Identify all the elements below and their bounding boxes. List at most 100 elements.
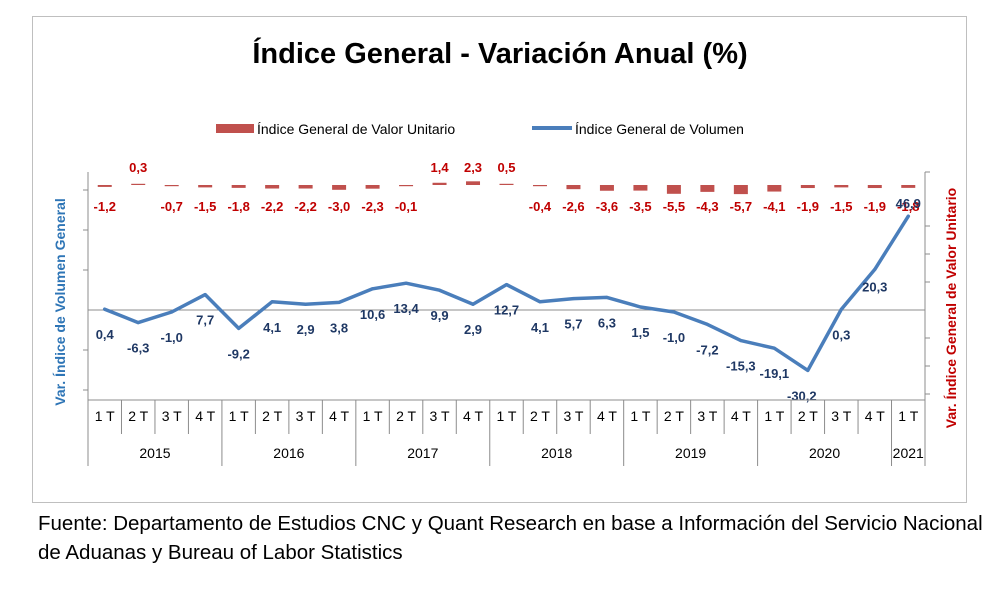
valor-unitario-labels: -1,2 0,3 -0,7 -1,5 -1,8 -2,2 -2,2 -3,0 -2,3 -0,1 1… bbox=[94, 160, 920, 214]
bar-data-label: -2,6 bbox=[562, 199, 584, 214]
volumen-point bbox=[103, 307, 107, 311]
volumen-point bbox=[806, 368, 810, 372]
volumen-point bbox=[538, 300, 542, 304]
quarter-label: 1 T bbox=[764, 408, 784, 424]
line-data-label: 6,3 bbox=[598, 315, 616, 330]
quarter-label: 1 T bbox=[229, 408, 249, 424]
bar-valor-unitario bbox=[265, 185, 280, 189]
bar-valor-unitario bbox=[666, 185, 681, 194]
bar-valor-unitario bbox=[633, 185, 648, 191]
line-data-label: 46,9 bbox=[896, 196, 921, 211]
volumen-point bbox=[638, 305, 642, 309]
line-data-label: 10,6 bbox=[360, 307, 385, 322]
chart: Índice General - Variación Anual (%) Índ… bbox=[52, 36, 959, 466]
year-label: 2015 bbox=[139, 445, 170, 461]
volumen-point bbox=[605, 295, 609, 299]
bar-valor-unitario bbox=[332, 185, 347, 190]
quarter-label: 3 T bbox=[697, 408, 717, 424]
bar-valor-unitario bbox=[700, 185, 715, 192]
year-label: 2020 bbox=[809, 445, 840, 461]
line-data-label: 13,4 bbox=[393, 301, 419, 316]
volumen-point bbox=[203, 293, 207, 297]
right-axis-title: Var. Índice General de Valor Unitario bbox=[943, 188, 959, 428]
quarter-label: 4 T bbox=[329, 408, 349, 424]
bar-valor-unitario bbox=[164, 185, 179, 187]
bar-data-label: 0,5 bbox=[497, 160, 515, 175]
volumen-point bbox=[438, 288, 442, 292]
volumen-point bbox=[170, 310, 174, 314]
year-label: 2016 bbox=[273, 445, 304, 461]
line-data-label: -1,0 bbox=[663, 330, 685, 345]
volumen-point bbox=[672, 310, 676, 314]
bar-data-label: -1,8 bbox=[897, 199, 919, 214]
volumen-point bbox=[337, 300, 341, 304]
bar-data-label: -2,2 bbox=[261, 199, 283, 214]
volumen-point bbox=[571, 297, 575, 301]
line-data-label: 7,7 bbox=[196, 313, 214, 328]
year-label: 2019 bbox=[675, 445, 706, 461]
bar-data-label: -1,5 bbox=[830, 199, 852, 214]
line-data-label: 5,7 bbox=[564, 317, 582, 332]
quarter-label: 2 T bbox=[396, 408, 416, 424]
volumen-point bbox=[873, 267, 877, 271]
bar-valor-unitario bbox=[399, 185, 414, 187]
quarter-label: 2 T bbox=[262, 408, 282, 424]
legend: Índice General de Valor Unitario Índice … bbox=[216, 121, 744, 137]
bar-valor-unitario bbox=[532, 185, 547, 187]
bar-data-label: -5,7 bbox=[730, 199, 752, 214]
bar-data-label: -3,5 bbox=[629, 199, 651, 214]
legend-swatch-valor-unitario bbox=[216, 124, 254, 133]
bar-data-label: -1,5 bbox=[194, 199, 216, 214]
bar-valor-unitario bbox=[566, 185, 581, 190]
volumen-labels: 0,4 -6,3 -1,0 7,7 -9,2 4,1 2,9 3,8 10,6 13,4 9,9 2,… bbox=[96, 196, 921, 403]
bar-data-label: -2,2 bbox=[294, 199, 316, 214]
bar-data-label: 0,3 bbox=[129, 160, 147, 175]
source-note: Fuente: Departamento de Estudios CNC y Q… bbox=[38, 512, 983, 564]
bar-data-label: -3,0 bbox=[328, 199, 350, 214]
quarter-label: 3 T bbox=[563, 408, 583, 424]
bar-data-label: -1,9 bbox=[797, 199, 819, 214]
bar-data-label: -0,1 bbox=[395, 199, 417, 214]
volumen-point bbox=[739, 339, 743, 343]
quarter-label: 4 T bbox=[731, 408, 751, 424]
quarter-label: 1 T bbox=[630, 408, 650, 424]
bar-data-label: -1,2 bbox=[94, 199, 116, 214]
legend-label-valor-unitario: Índice General de Valor Unitario bbox=[257, 121, 455, 137]
bar-valor-unitario bbox=[131, 183, 146, 185]
line-data-label: 12,7 bbox=[494, 303, 519, 318]
quarter-label: 1 T bbox=[898, 408, 918, 424]
bar-valor-unitario bbox=[298, 185, 313, 189]
quarter-label: 3 T bbox=[430, 408, 450, 424]
volumen-point bbox=[136, 321, 140, 325]
line-data-label: 2,9 bbox=[464, 322, 482, 337]
bar-data-label: 1,4 bbox=[431, 160, 450, 175]
volumen-point bbox=[270, 300, 274, 304]
bar-data-label: -1,8 bbox=[227, 199, 249, 214]
bar-data-label: -1,9 bbox=[864, 199, 886, 214]
quarter-label: 2 T bbox=[664, 408, 684, 424]
volumen-point bbox=[772, 346, 776, 350]
quarter-label: 2 T bbox=[530, 408, 550, 424]
line-data-label: -15,3 bbox=[726, 359, 756, 374]
line-data-label: 9,9 bbox=[431, 308, 449, 323]
bar-valor-unitario bbox=[867, 185, 882, 189]
bar-data-label: -0,4 bbox=[529, 199, 552, 214]
quarter-label: 3 T bbox=[162, 408, 182, 424]
bar-data-label: 2,3 bbox=[464, 160, 482, 175]
bar-data-label: -5,5 bbox=[663, 199, 685, 214]
line-data-label: -6,3 bbox=[127, 341, 149, 356]
volumen-point bbox=[505, 283, 508, 287]
valor-unitario-bars bbox=[97, 181, 916, 195]
bar-valor-unitario bbox=[901, 185, 916, 188]
line-data-label: 2,9 bbox=[297, 322, 315, 337]
volumen-point bbox=[839, 307, 843, 311]
chart-title: Índice General - Variación Anual (%) bbox=[252, 36, 747, 70]
quarter-label: 2 T bbox=[128, 408, 148, 424]
line-data-label: 4,1 bbox=[531, 320, 549, 335]
volumen-point bbox=[304, 302, 308, 306]
bar-valor-unitario bbox=[733, 185, 748, 195]
volumen-point bbox=[237, 326, 241, 330]
quarter-label: 1 T bbox=[363, 408, 383, 424]
bar-valor-unitario bbox=[599, 185, 614, 191]
line-data-label: -9,2 bbox=[227, 346, 249, 361]
